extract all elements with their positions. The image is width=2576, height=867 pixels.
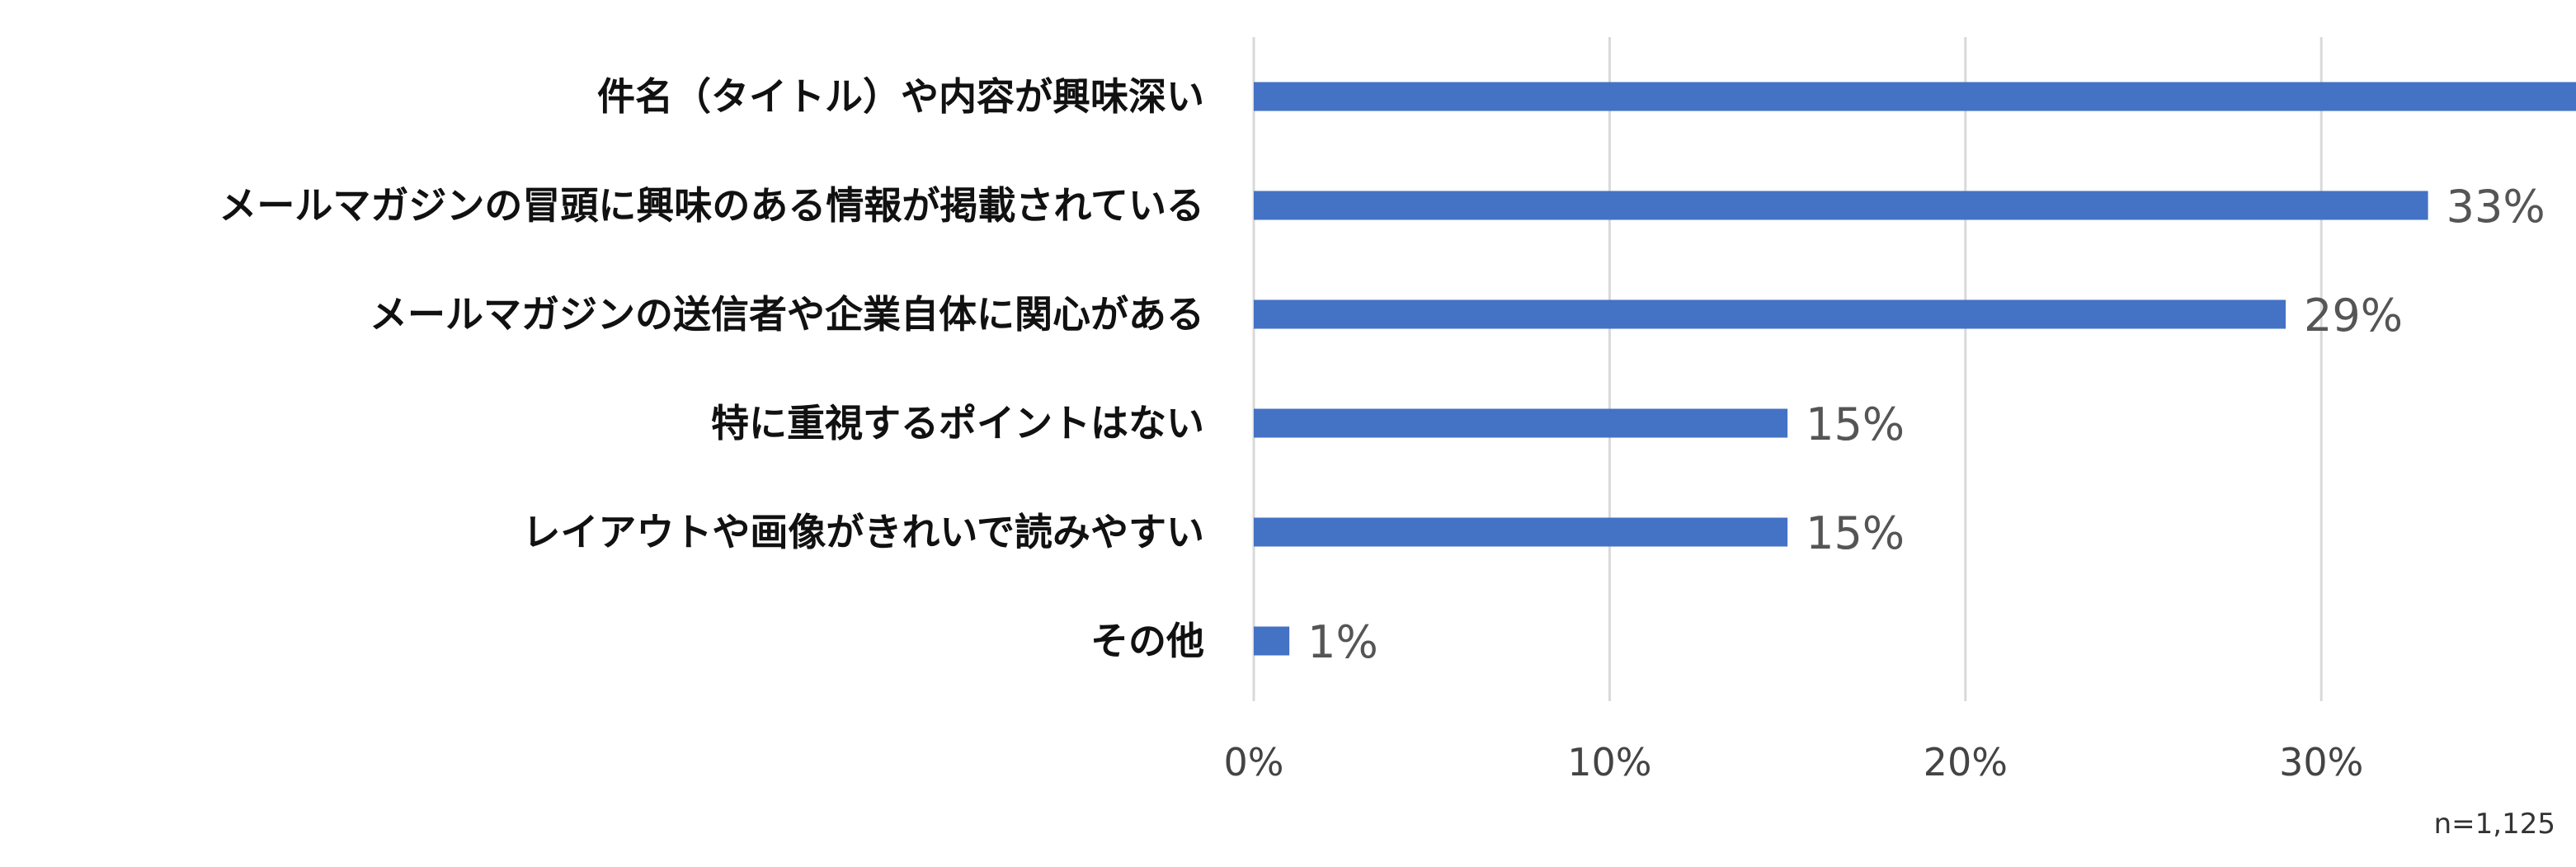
bar (1254, 408, 1788, 438)
x-tick-label: 30% (2279, 740, 2363, 785)
data-label: 15% (1806, 398, 1905, 450)
category-label: メールマガジンの冒頭に興味のある情報が掲載されている (219, 183, 1204, 228)
data-label: 33% (2446, 181, 2545, 233)
bar (1254, 191, 2428, 220)
x-tick-label: 0% (1224, 740, 1284, 785)
bar (1254, 517, 1788, 547)
x-axis-tick-labels: 0%10%20%30%40%50%60%70% (1224, 740, 2364, 785)
bars (1254, 82, 2576, 656)
data-label: 1% (1307, 616, 1378, 668)
bar (1254, 299, 2286, 329)
gridlines (1252, 37, 2323, 701)
x-tick-label: 10% (1567, 740, 1651, 785)
category-label: 件名（タイトル）や内容が興味深い (597, 74, 1204, 119)
bar (1254, 82, 2576, 111)
data-label: 15% (1806, 507, 1905, 559)
data-labels: 64%33%29%15%15%1% (1307, 181, 2545, 668)
sample-size-note: n=1,125 (2434, 808, 2555, 841)
category-label: 特に重視するポイントはない (711, 401, 1204, 445)
category-label: レイアウトや画像がきれいで読みやすい (522, 510, 1204, 554)
category-label: メールマガジンの送信者や企業自体に関心がある (370, 292, 1204, 337)
category-label: その他 (1090, 619, 1204, 663)
x-tick-label: 20% (1924, 740, 2008, 785)
category-labels: 件名（タイトル）や内容が興味深いメールマガジンの冒頭に興味のある情報が掲載されて… (219, 74, 1204, 663)
data-label: 29% (2304, 290, 2403, 342)
bar (1254, 626, 1290, 656)
